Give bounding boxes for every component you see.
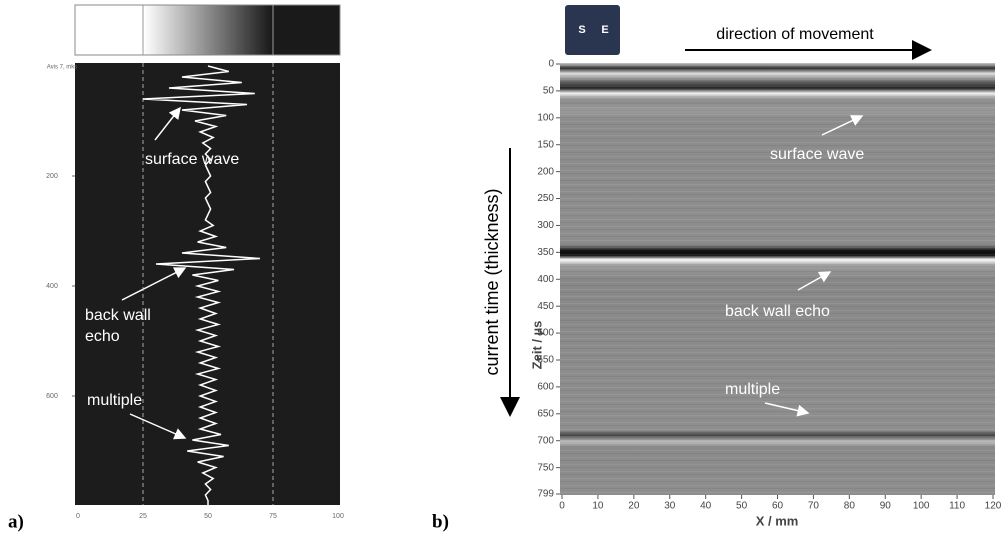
x-tick-label: 25 [139,513,147,520]
probe [565,5,620,55]
x-tick-label: 0 [76,513,80,520]
probe-label: E [601,24,608,36]
y-tick-label: 50 [543,86,555,97]
waveform [142,65,261,506]
y-tick-label: 400 [46,283,58,290]
y-tick-label: 550 [537,355,554,366]
annotation: multiple [87,392,142,409]
y-tick-label: 250 [537,193,554,204]
colorbar [74,4,341,56]
x-tick-label: 10 [592,501,604,512]
x-tick-label: 50 [204,513,212,520]
x-tick-label: 90 [880,501,892,512]
x-axis-label: X / mm [756,513,799,528]
x-tick-label: 0 [559,501,565,512]
panel-label: a) [8,511,24,532]
annotation: surface wave [770,146,864,163]
movement-label: direction of movement [716,26,874,43]
y-axis-label: Zeit / µs [529,321,544,370]
annotation-arrow [129,413,187,440]
annotation: echo [85,328,120,345]
y-tick-label: 100 [537,112,554,123]
x-tick-label: 110 [949,501,965,512]
annotation-arrow [764,402,810,417]
y-tick-label: 0 [548,59,554,70]
y-tick-label: 450 [537,301,554,312]
x-tick-label: 20 [628,501,640,512]
x-tick-label: 30 [664,501,676,512]
annotation-arrow [154,106,181,141]
annotation-arrow [121,267,187,301]
probe-label: S [578,24,585,36]
y-tick-label: 799 [537,489,554,500]
time-label: current time (thickness) [482,188,502,375]
bscan-texture [560,63,995,495]
x-tick-label: 80 [844,501,856,512]
annotation: back wall echo [725,303,830,320]
y-tick-label: 400 [537,274,554,285]
annotation: back wall [85,307,151,324]
panel-label: b) [432,511,449,532]
y-tick-label: 600 [46,393,58,400]
x-tick-label: 100 [913,501,930,512]
annotation: surface wave [145,151,239,168]
y-tick-label: 200 [46,173,58,180]
y-tick-label: 600 [537,382,554,393]
annotation-arrow [821,115,864,136]
x-tick-label: 50 [736,501,748,512]
y-tick-label: 650 [537,408,554,419]
y-tick-label: 200 [537,166,554,177]
y-tick-label: 700 [537,435,554,446]
annotation-arrow [797,271,832,291]
x-tick-label: 100 [332,513,344,520]
x-tick-label: 70 [808,501,820,512]
x-tick-label: 60 [772,501,784,512]
annotation: multiple [725,381,780,398]
x-tick-label: 75 [269,513,277,520]
y-tick-label: 750 [537,462,554,473]
x-tick-label: 40 [700,501,712,512]
y-tick-label: 150 [537,139,554,150]
y-tick-label: 350 [537,247,554,258]
x-tick-label: 120 [985,501,1002,512]
y-tick-label: 300 [537,220,554,231]
y-tick-label: 500 [537,328,554,339]
y-axis-label: Avis 7, mks [47,65,78,71]
